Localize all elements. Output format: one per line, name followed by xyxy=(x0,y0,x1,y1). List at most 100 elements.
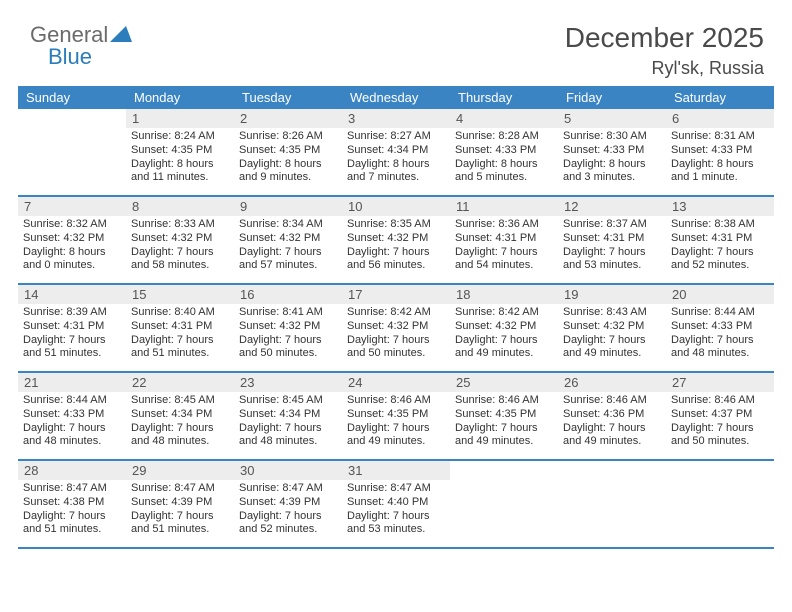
daylight-text-1: Daylight: 7 hours xyxy=(23,334,121,348)
daylight-text-1: Daylight: 7 hours xyxy=(239,334,337,348)
calendar-cell xyxy=(666,461,774,547)
sunrise-text: Sunrise: 8:47 AM xyxy=(23,482,121,496)
daylight-text-2: and 48 minutes. xyxy=(131,435,229,449)
day-number: 14 xyxy=(18,285,126,304)
sunset-text: Sunset: 4:34 PM xyxy=(347,144,445,158)
sunset-text: Sunset: 4:32 PM xyxy=(131,232,229,246)
daylight-text-2: and 48 minutes. xyxy=(239,435,337,449)
sunrise-text: Sunrise: 8:32 AM xyxy=(23,218,121,232)
calendar-cell: 8Sunrise: 8:33 AMSunset: 4:32 PMDaylight… xyxy=(126,197,234,283)
calendar-cell: 19Sunrise: 8:43 AMSunset: 4:32 PMDayligh… xyxy=(558,285,666,371)
calendar-week: 28Sunrise: 8:47 AMSunset: 4:38 PMDayligh… xyxy=(18,461,774,549)
day-info: Sunrise: 8:42 AMSunset: 4:32 PMDaylight:… xyxy=(450,304,558,366)
weekday-tue: Tuesday xyxy=(234,86,342,109)
daylight-text-1: Daylight: 7 hours xyxy=(23,510,121,524)
day-number: 23 xyxy=(234,373,342,392)
daylight-text-1: Daylight: 7 hours xyxy=(23,422,121,436)
day-info: Sunrise: 8:47 AMSunset: 4:39 PMDaylight:… xyxy=(234,480,342,542)
page-location: Ryl'sk, Russia xyxy=(652,58,764,79)
sunrise-text: Sunrise: 8:47 AM xyxy=(347,482,445,496)
daylight-text-1: Daylight: 8 hours xyxy=(347,158,445,172)
sunrise-text: Sunrise: 8:42 AM xyxy=(455,306,553,320)
daylight-text-2: and 48 minutes. xyxy=(23,435,121,449)
daylight-text-2: and 52 minutes. xyxy=(671,259,769,273)
sunset-text: Sunset: 4:36 PM xyxy=(563,408,661,422)
calendar-cell xyxy=(558,461,666,547)
calendar-cell xyxy=(18,109,126,195)
daylight-text-1: Daylight: 8 hours xyxy=(23,246,121,260)
sunset-text: Sunset: 4:31 PM xyxy=(131,320,229,334)
sunrise-text: Sunrise: 8:45 AM xyxy=(239,394,337,408)
day-info: Sunrise: 8:47 AMSunset: 4:39 PMDaylight:… xyxy=(126,480,234,542)
page-title: December 2025 xyxy=(565,22,764,54)
calendar-cell: 7Sunrise: 8:32 AMSunset: 4:32 PMDaylight… xyxy=(18,197,126,283)
calendar-cell: 11Sunrise: 8:36 AMSunset: 4:31 PMDayligh… xyxy=(450,197,558,283)
day-number: 18 xyxy=(450,285,558,304)
day-number: 16 xyxy=(234,285,342,304)
day-info: Sunrise: 8:42 AMSunset: 4:32 PMDaylight:… xyxy=(342,304,450,366)
calendar-cell: 31Sunrise: 8:47 AMSunset: 4:40 PMDayligh… xyxy=(342,461,450,547)
day-number: 11 xyxy=(450,197,558,216)
calendar-cell: 14Sunrise: 8:39 AMSunset: 4:31 PMDayligh… xyxy=(18,285,126,371)
calendar-cell: 25Sunrise: 8:46 AMSunset: 4:35 PMDayligh… xyxy=(450,373,558,459)
day-number: 8 xyxy=(126,197,234,216)
calendar-week: 7Sunrise: 8:32 AMSunset: 4:32 PMDaylight… xyxy=(18,197,774,285)
calendar-cell: 4Sunrise: 8:28 AMSunset: 4:33 PMDaylight… xyxy=(450,109,558,195)
day-number: 9 xyxy=(234,197,342,216)
calendar-cell: 16Sunrise: 8:41 AMSunset: 4:32 PMDayligh… xyxy=(234,285,342,371)
sunrise-text: Sunrise: 8:44 AM xyxy=(23,394,121,408)
weekday-thu: Thursday xyxy=(450,86,558,109)
daylight-text-2: and 52 minutes. xyxy=(239,523,337,537)
day-info: Sunrise: 8:40 AMSunset: 4:31 PMDaylight:… xyxy=(126,304,234,366)
day-info: Sunrise: 8:46 AMSunset: 4:36 PMDaylight:… xyxy=(558,392,666,454)
daylight-text-1: Daylight: 8 hours xyxy=(455,158,553,172)
calendar-cell: 17Sunrise: 8:42 AMSunset: 4:32 PMDayligh… xyxy=(342,285,450,371)
sunrise-text: Sunrise: 8:33 AM xyxy=(131,218,229,232)
daylight-text-2: and 49 minutes. xyxy=(347,435,445,449)
sunset-text: Sunset: 4:35 PM xyxy=(131,144,229,158)
day-info: Sunrise: 8:37 AMSunset: 4:31 PMDaylight:… xyxy=(558,216,666,278)
day-info: Sunrise: 8:47 AMSunset: 4:38 PMDaylight:… xyxy=(18,480,126,542)
calendar-cell: 13Sunrise: 8:38 AMSunset: 4:31 PMDayligh… xyxy=(666,197,774,283)
calendar-cell: 3Sunrise: 8:27 AMSunset: 4:34 PMDaylight… xyxy=(342,109,450,195)
daylight-text-2: and 53 minutes. xyxy=(563,259,661,273)
daylight-text-1: Daylight: 7 hours xyxy=(131,334,229,348)
sunset-text: Sunset: 4:33 PM xyxy=(563,144,661,158)
weekday-sun: Sunday xyxy=(18,86,126,109)
daylight-text-1: Daylight: 7 hours xyxy=(239,510,337,524)
day-number: 1 xyxy=(126,109,234,128)
day-number: 19 xyxy=(558,285,666,304)
day-info: Sunrise: 8:39 AMSunset: 4:31 PMDaylight:… xyxy=(18,304,126,366)
day-info: Sunrise: 8:31 AMSunset: 4:33 PMDaylight:… xyxy=(666,128,774,190)
calendar-cell: 29Sunrise: 8:47 AMSunset: 4:39 PMDayligh… xyxy=(126,461,234,547)
daylight-text-1: Daylight: 7 hours xyxy=(347,334,445,348)
daylight-text-2: and 57 minutes. xyxy=(239,259,337,273)
sunrise-text: Sunrise: 8:46 AM xyxy=(671,394,769,408)
daylight-text-2: and 49 minutes. xyxy=(455,347,553,361)
sunrise-text: Sunrise: 8:40 AM xyxy=(131,306,229,320)
day-info: Sunrise: 8:44 AMSunset: 4:33 PMDaylight:… xyxy=(18,392,126,454)
calendar-cell: 9Sunrise: 8:34 AMSunset: 4:32 PMDaylight… xyxy=(234,197,342,283)
sunset-text: Sunset: 4:33 PM xyxy=(671,320,769,334)
daylight-text-1: Daylight: 7 hours xyxy=(455,422,553,436)
daylight-text-2: and 49 minutes. xyxy=(563,347,661,361)
daylight-text-1: Daylight: 8 hours xyxy=(671,158,769,172)
sunset-text: Sunset: 4:39 PM xyxy=(131,496,229,510)
day-info: Sunrise: 8:46 AMSunset: 4:35 PMDaylight:… xyxy=(342,392,450,454)
calendar-cell: 24Sunrise: 8:46 AMSunset: 4:35 PMDayligh… xyxy=(342,373,450,459)
daylight-text-1: Daylight: 7 hours xyxy=(563,246,661,260)
day-info: Sunrise: 8:24 AMSunset: 4:35 PMDaylight:… xyxy=(126,128,234,190)
daylight-text-1: Daylight: 7 hours xyxy=(239,422,337,436)
weekday-mon: Monday xyxy=(126,86,234,109)
calendar-cell xyxy=(450,461,558,547)
day-number: 6 xyxy=(666,109,774,128)
sunrise-text: Sunrise: 8:46 AM xyxy=(563,394,661,408)
day-number: 5 xyxy=(558,109,666,128)
daylight-text-1: Daylight: 7 hours xyxy=(563,422,661,436)
sunset-text: Sunset: 4:37 PM xyxy=(671,408,769,422)
calendar-cell: 1Sunrise: 8:24 AMSunset: 4:35 PMDaylight… xyxy=(126,109,234,195)
calendar-cell: 23Sunrise: 8:45 AMSunset: 4:34 PMDayligh… xyxy=(234,373,342,459)
calendar-cell: 21Sunrise: 8:44 AMSunset: 4:33 PMDayligh… xyxy=(18,373,126,459)
day-number: 2 xyxy=(234,109,342,128)
day-info: Sunrise: 8:45 AMSunset: 4:34 PMDaylight:… xyxy=(234,392,342,454)
